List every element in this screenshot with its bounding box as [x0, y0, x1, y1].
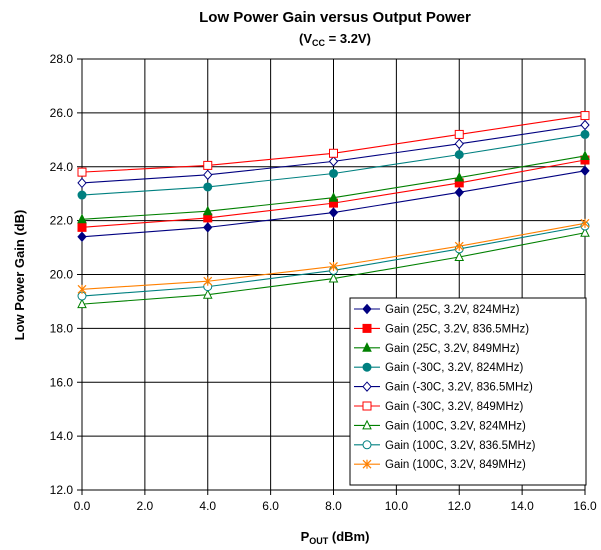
x-tick-label: 4.0: [199, 499, 216, 513]
data-point: [454, 150, 464, 160]
data-point: [203, 182, 213, 192]
data-point: [454, 187, 464, 198]
x-tick-label: 14.0: [510, 499, 534, 513]
legend-entry: Gain (-30C, 3.2V, 836.5MHz): [354, 381, 533, 394]
data-point: [203, 169, 213, 181]
legend-marker: [362, 362, 372, 372]
data-point: [203, 222, 213, 233]
x-tick-label: 8.0: [325, 499, 342, 513]
data-point: [77, 213, 87, 224]
y-tick-label: 26.0: [50, 106, 74, 120]
chart-subtitle: (VCC = 3.2V): [299, 31, 371, 48]
data-point: [203, 276, 213, 286]
legend-box: [349, 297, 587, 486]
data-point: [77, 222, 87, 232]
x-tick-label: 2.0: [137, 499, 154, 513]
data-point: [77, 231, 87, 243]
x-tick-label: 10.0: [385, 499, 409, 513]
data-point: [454, 241, 464, 251]
x-tick-label: 16.0: [573, 499, 597, 513]
data-point: [454, 138, 464, 150]
legend-label: Gain (100C, 3.2V, 836.5MHz): [385, 440, 536, 452]
data-point: [454, 251, 465, 261]
legend-label: Gain (25C, 3.2V, 824MHz): [385, 304, 520, 316]
data-point: [77, 190, 87, 200]
legend-marker: [362, 440, 372, 450]
legend-marker: [362, 401, 372, 411]
legend-label: Gain (-30C, 3.2V, 824MHz): [385, 362, 523, 374]
series-4: [77, 129, 590, 200]
series-5: [77, 119, 590, 189]
legend-label: Gain (100C, 3.2V, 849MHz): [385, 459, 526, 471]
legend-marker: [362, 303, 372, 315]
series-layer: [77, 111, 590, 309]
legend-marker: [362, 342, 372, 352]
chart-title: Low Power Gain versus Output Power: [199, 9, 471, 26]
legend-marker: [362, 381, 372, 392]
legend-entry: Gain (-30C, 3.2V, 849MHz): [354, 401, 523, 413]
x-tick-label: 6.0: [262, 499, 279, 513]
data-point: [77, 167, 87, 177]
x-axis-label: POUT (dBm): [301, 529, 370, 546]
series-1: [77, 165, 590, 243]
data-point: [329, 168, 338, 178]
x-tick-label: 12.0: [448, 499, 472, 513]
legend-entry: Gain (100C, 3.2V, 824MHz): [354, 419, 526, 432]
y-tick-label: 14.0: [50, 429, 74, 443]
legend-label: Gain (25C, 3.2V, 836.5MHz): [385, 323, 529, 335]
data-point: [580, 218, 590, 228]
legend-marker: [362, 459, 372, 469]
legend-label: Gain (-30C, 3.2V, 836.5MHz): [385, 382, 533, 394]
y-tick-label: 12.0: [50, 483, 74, 497]
legend-label: Gain (25C, 3.2V, 849MHz): [385, 343, 520, 355]
x-tick-label: 0.0: [74, 499, 91, 513]
legend-entry: Gain (100C, 3.2V, 836.5MHz): [354, 440, 536, 452]
data-point: [329, 261, 338, 271]
data-point: [202, 289, 213, 299]
y-tick-label: 24.0: [50, 160, 74, 174]
data-point: [203, 160, 213, 170]
legend-label: Gain (100C, 3.2V, 824MHz): [385, 420, 526, 432]
legend-entry: Gain (25C, 3.2V, 836.5MHz): [354, 323, 529, 335]
legend-entry: Gain (-30C, 3.2V, 824MHz): [354, 362, 523, 374]
series-3: [77, 150, 590, 224]
y-tick-label: 28.0: [50, 52, 74, 66]
data-point: [202, 205, 213, 216]
series-2: [77, 155, 590, 232]
data-point: [77, 177, 87, 189]
data-point: [328, 156, 339, 167]
x-axis-ticks: 0.0 2.0 4.0 6.0 8.0 10.0 12.0 14.0 16.0: [74, 490, 597, 513]
data-point: [580, 119, 590, 131]
legend: Gain (25C, 3.2V, 824MHz) Gain (25C, 3.2V,…: [349, 297, 587, 486]
data-point: [454, 129, 464, 139]
y-axis-label: Low Power Gain (dB): [12, 210, 27, 341]
y-tick-label: 22.0: [50, 214, 74, 228]
data-point: [328, 192, 339, 202]
data-point: [454, 171, 465, 182]
y-tick-label: 20.0: [50, 268, 74, 282]
y-axis-ticks: 12.0 14.0 16.0 18.0 20.0 22.0 24.0 26.0 28.0: [50, 52, 82, 497]
data-point: [580, 165, 590, 177]
data-point: [328, 272, 339, 283]
legend-marker: [362, 419, 372, 430]
data-point: [77, 298, 87, 309]
y-tick-label: 18.0: [50, 321, 74, 335]
data-point: [580, 129, 590, 139]
data-point: [580, 227, 590, 237]
series-9: [77, 218, 590, 294]
data-point: [580, 150, 590, 160]
data-point: [580, 111, 590, 121]
legend-entry: Gain (25C, 3.2V, 849MHz): [354, 342, 520, 355]
legend-marker: [362, 323, 372, 333]
data-point: [77, 284, 87, 294]
legend-entry: Gain (100C, 3.2V, 849MHz): [354, 459, 526, 471]
data-point: [329, 148, 338, 158]
legend-label: Gain (-30C, 3.2V, 849MHz): [385, 401, 523, 413]
data-point: [328, 207, 339, 218]
y-tick-label: 16.0: [50, 375, 74, 389]
series-7: [77, 227, 590, 309]
series-6: [77, 111, 590, 177]
legend-entry: Gain (25C, 3.2V, 824MHz): [354, 303, 520, 316]
